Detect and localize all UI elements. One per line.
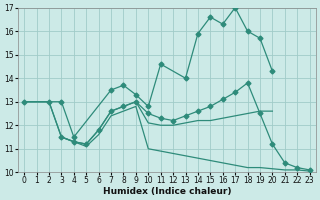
X-axis label: Humidex (Indice chaleur): Humidex (Indice chaleur) (103, 187, 231, 196)
